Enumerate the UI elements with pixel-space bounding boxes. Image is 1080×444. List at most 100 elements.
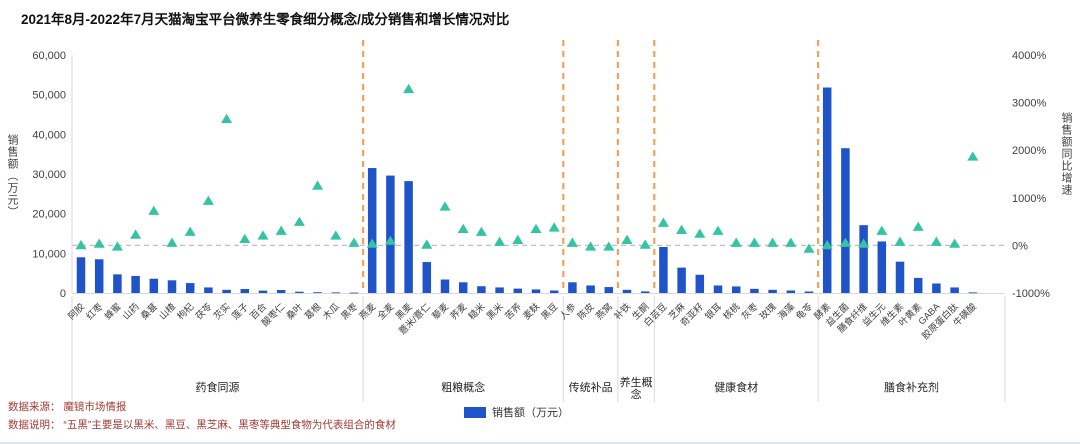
right-axis-tick: 1000%: [1012, 193, 1046, 205]
x-axis-label: 燕麦: [357, 301, 378, 322]
sales-bar: [240, 289, 250, 293]
x-axis-label: 荞麦: [448, 301, 469, 322]
growth-marker: [821, 239, 833, 250]
sales-bar: [841, 148, 850, 293]
sales-bar: [750, 288, 759, 293]
legend: 销售额（万元）: [464, 404, 569, 420]
x-axis-label: 糙米: [466, 301, 487, 322]
sales-bar: [477, 286, 486, 293]
x-axis-label: 山楂: [156, 301, 177, 322]
left-axis-tick: 30,000: [32, 169, 66, 181]
x-axis-label: 陈皮: [575, 301, 596, 322]
sales-bar: [731, 286, 741, 293]
growth-marker: [858, 238, 870, 248]
growth-marker: [421, 239, 433, 249]
growth-marker: [312, 180, 324, 190]
growth-marker: [257, 230, 269, 240]
sales-bar: [276, 290, 286, 293]
sales-growth-combo-chart: 0 10,000 20,000 30,000 40,000 50,000 60,000 400…: [32, 40, 1050, 402]
growth-marker: [548, 222, 560, 232]
group-label: 健康食材: [714, 380, 758, 394]
sales-bar: [950, 287, 959, 293]
growth-marker: [330, 230, 342, 240]
growth-marker: [221, 113, 233, 124]
sales-bar: [677, 267, 686, 293]
group-label: 膳食补充剂: [884, 380, 939, 394]
group-label: 药食同源: [196, 380, 240, 394]
x-axis-label: 桑葚: [138, 301, 159, 322]
x-axis-label: 桑叶: [285, 301, 305, 321]
sales-bar: [713, 285, 723, 293]
growth-marker: [475, 226, 487, 236]
x-axis-label: 全麦: [375, 301, 396, 322]
x-axis-label: 苦荞: [502, 301, 523, 322]
page-bottom-divider: [0, 442, 1080, 444]
left-axis-tick: 60,000: [32, 50, 66, 62]
sales-bar: [258, 290, 268, 293]
left-axis-tick: 10,000: [32, 248, 66, 260]
growth-marker: [366, 238, 378, 248]
sales-bar: [568, 282, 577, 293]
growth-marker: [239, 233, 251, 244]
sales-bar: [149, 278, 159, 293]
sales-bar: [604, 287, 614, 293]
growth-marker: [566, 237, 578, 247]
x-axis-label: 红枣: [84, 300, 105, 321]
x-axis-label: 燕窝: [593, 301, 614, 322]
sales-bar: [386, 175, 395, 293]
x-axis-label: 黑豆: [539, 301, 559, 321]
sales-bar: [640, 291, 650, 293]
legend-label: 销售额（万元）: [492, 407, 569, 419]
growth-marker: [803, 243, 815, 253]
growth-marker: [111, 241, 123, 251]
x-axis-label: 银耳: [702, 301, 723, 322]
growth-marker: [967, 151, 979, 161]
sales-bar: [295, 291, 304, 293]
sales-bar: [131, 275, 140, 293]
x-axis-label: 黑米: [484, 301, 505, 322]
sales-bar: [695, 274, 705, 293]
sales-bar: [367, 168, 377, 293]
x-axis-label: 阿胶: [65, 301, 86, 322]
right-axis-tick: 0%: [1012, 240, 1028, 252]
growth-marker: [130, 229, 142, 239]
group-label: 传统补品: [569, 381, 613, 394]
sales-bar: [495, 287, 504, 293]
right-axis-tick: 4000%: [1012, 50, 1046, 62]
legend-color-swatch: [464, 406, 486, 418]
sales-bar: [877, 241, 887, 293]
right-axis-title: 销售额同比增速: [1060, 112, 1072, 196]
x-axis-label: 蜂蜜: [102, 301, 123, 322]
growth-marker: [949, 238, 961, 248]
x-axis-label: 人参: [557, 301, 578, 322]
x-axis-label: 山药: [121, 301, 141, 321]
left-axis-tick: 20,000: [32, 209, 66, 221]
sales-bar: [622, 289, 632, 293]
sales-bar: [331, 292, 341, 294]
sales-bar: [895, 261, 905, 293]
right-axis-tick: -1000%: [1012, 288, 1050, 300]
x-axis-label: 麦麸: [520, 300, 541, 321]
x-axis-label: 藜麦: [429, 301, 450, 322]
sales-bar: [349, 292, 359, 294]
growth-marker: [202, 195, 214, 205]
sales-bar: [822, 87, 832, 293]
growth-marker: [930, 236, 942, 246]
growth-marker: [457, 223, 469, 234]
sales-bar: [422, 262, 432, 293]
growth-marker: [712, 225, 724, 235]
growth-marker: [512, 234, 524, 244]
x-axis-label: 龟苓: [793, 300, 814, 321]
sales-bar: [440, 279, 450, 293]
x-axis-label: 玫瑰: [757, 301, 778, 322]
sales-bar: [531, 289, 541, 293]
growth-marker: [912, 221, 924, 231]
chart-title: 2021年8月-2022年7月天猫淘宝平台微养生零食细分概念/成分销售和增长情况…: [21, 12, 510, 27]
x-axis-label: 芡实: [211, 301, 232, 322]
x-axis-label: 补铁: [611, 301, 632, 322]
growth-marker: [748, 237, 760, 247]
sales-bar: [768, 289, 777, 293]
x-axis-label: 核桃: [721, 300, 742, 321]
left-axis-tick: 40,000: [32, 129, 66, 141]
growth-marker: [657, 217, 669, 227]
